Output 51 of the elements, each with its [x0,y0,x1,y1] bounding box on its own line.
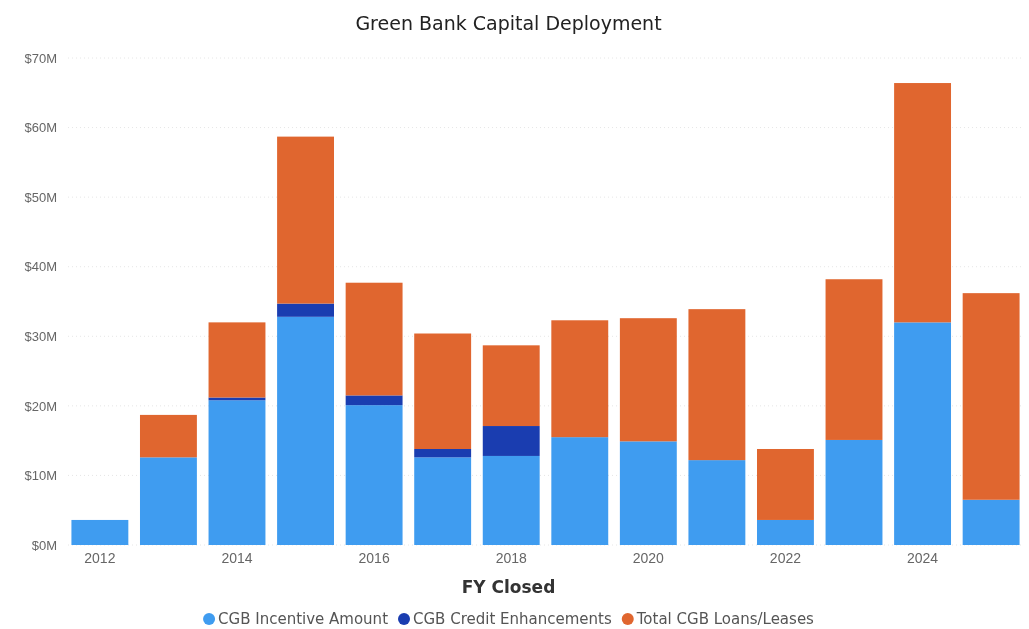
bar [414,457,472,545]
bar [277,136,334,304]
x-tick-label: 2014 [221,550,253,567]
x-tick-label: 2024 [906,550,939,567]
legend-label: CGB Incentive Amount [218,610,389,628]
legend-label: Total CGB Loans/Leases [635,610,815,628]
chart-title: Green Bank Capital Deployment [355,12,662,34]
y-tick-label: $0M [31,537,57,553]
x-tick-label: 2020 [632,550,665,567]
bar [894,322,952,545]
x-tick-label: 2022 [769,550,802,567]
x-axis-title: FY Closed [461,577,556,597]
bar [482,455,540,545]
bar [345,405,403,545]
bar [619,441,677,545]
x-tick-label: 2016 [358,550,390,567]
bar [482,345,540,427]
y-tick-label: $70M [24,50,57,66]
bar [757,519,814,545]
y-tick-label: $20M [24,398,57,414]
bar [414,448,472,458]
bar [345,395,403,406]
x-tick-label: 2018 [495,550,527,567]
bar [962,499,1020,545]
bar [825,279,883,440]
bar [551,437,609,545]
bar [551,320,609,438]
bar [71,519,129,545]
bar [894,83,952,323]
bar [208,322,266,398]
y-tick-label: $30M [24,328,57,344]
y-tick-label: $60M [24,120,57,136]
y-tick-label: $50M [24,189,57,205]
x-tick-label: 2012 [84,550,116,567]
bar [757,448,814,520]
bar [619,318,677,442]
legend-label: CGB Credit Enhancements [413,610,612,628]
bar [962,293,1020,500]
y-tick-label: $40M [24,259,57,275]
bar [482,426,540,456]
bar [277,303,334,317]
bar [345,282,403,396]
bar [139,414,197,458]
bar [208,400,266,545]
bar [277,316,334,545]
bar [688,309,746,461]
bar [414,333,472,449]
bar [825,439,883,545]
bar [139,457,197,545]
bar [688,460,746,545]
y-tick-label: $10M [24,468,57,484]
